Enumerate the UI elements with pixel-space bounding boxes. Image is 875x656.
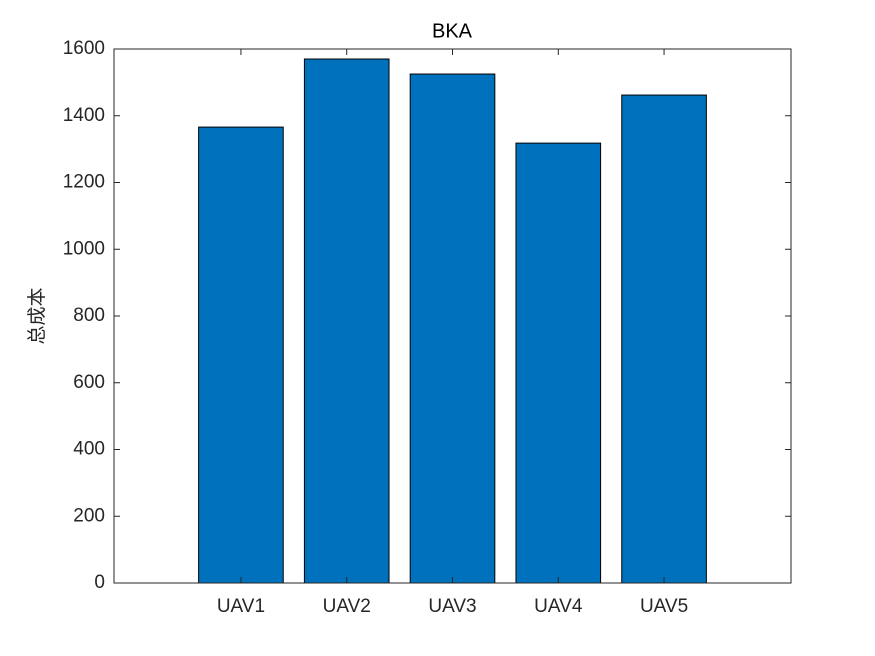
y-axis-label: 总成本 <box>26 287 48 344</box>
bar <box>198 126 284 584</box>
y-tick-label: 600 <box>73 372 105 393</box>
y-tick-label: 1200 <box>63 172 105 193</box>
bar <box>303 58 390 584</box>
chart-title: BKA <box>432 20 473 42</box>
x-tick-label: UAV2 <box>323 596 371 617</box>
y-tick-label: 1600 <box>63 38 105 59</box>
x-tick-label: UAV3 <box>428 596 476 617</box>
y-tick-label: 1400 <box>63 105 105 126</box>
y-tick-label: 0 <box>94 572 105 593</box>
x-tick-label: UAV4 <box>534 596 583 617</box>
y-tick-label: 1000 <box>63 238 105 259</box>
x-tick-label: UAV5 <box>640 596 688 617</box>
y-tick-label: 800 <box>73 305 105 326</box>
bar <box>621 94 707 584</box>
y-tick-label: 200 <box>73 505 105 526</box>
x-tick-label: UAV1 <box>217 596 265 617</box>
bar <box>515 142 602 584</box>
bar <box>409 73 496 584</box>
y-tick-label: 400 <box>73 439 105 460</box>
